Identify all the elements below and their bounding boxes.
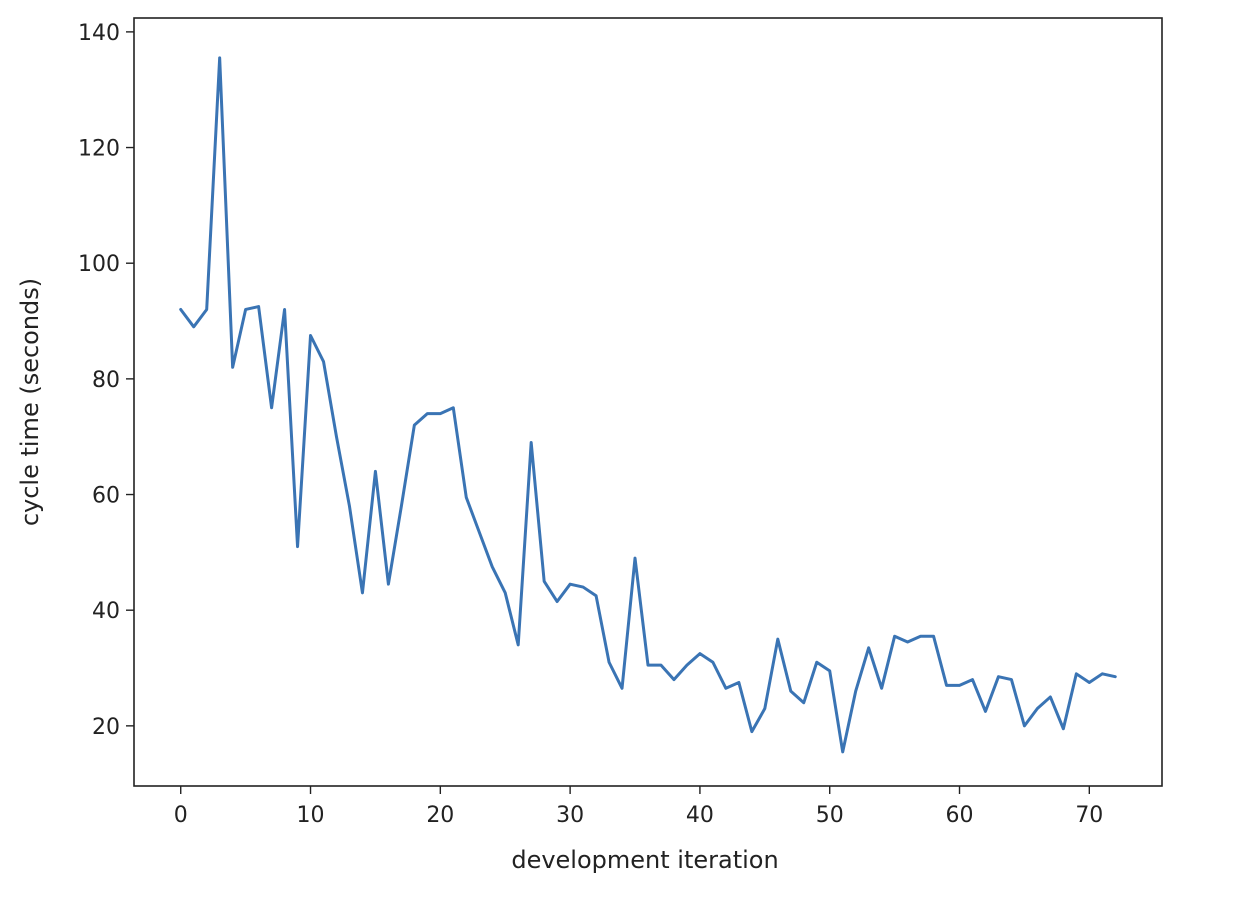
- x-tick-label: 30: [556, 803, 584, 828]
- y-axis-label: cycle time (seconds): [16, 278, 44, 526]
- series-layer: [179, 56, 1117, 754]
- x-axis-label: development iteration: [511, 846, 778, 874]
- y-tick-label: 20: [92, 715, 120, 740]
- x-tick-label: 20: [426, 803, 454, 828]
- x-tick-label: 40: [686, 803, 714, 828]
- x-tick-label: 0: [174, 803, 188, 828]
- y-tick-label: 100: [78, 252, 120, 277]
- series-line-0: [179, 56, 1117, 754]
- x-tick-label: 70: [1075, 803, 1103, 828]
- y-tick-label: 40: [92, 599, 120, 624]
- y-tick-label: 120: [78, 137, 120, 162]
- x-axis: 0 10 20 30 40 50 60 70: [174, 786, 1103, 828]
- y-axis: 20 40 60 80 100 120 140: [78, 21, 134, 740]
- y-tick-label: 60: [92, 484, 120, 509]
- x-tick-label: 50: [816, 803, 844, 828]
- y-tick-label: 140: [78, 21, 120, 46]
- x-tick-label: 60: [946, 803, 974, 828]
- x-tick-label: 10: [297, 803, 325, 828]
- y-tick-label: 80: [92, 368, 120, 393]
